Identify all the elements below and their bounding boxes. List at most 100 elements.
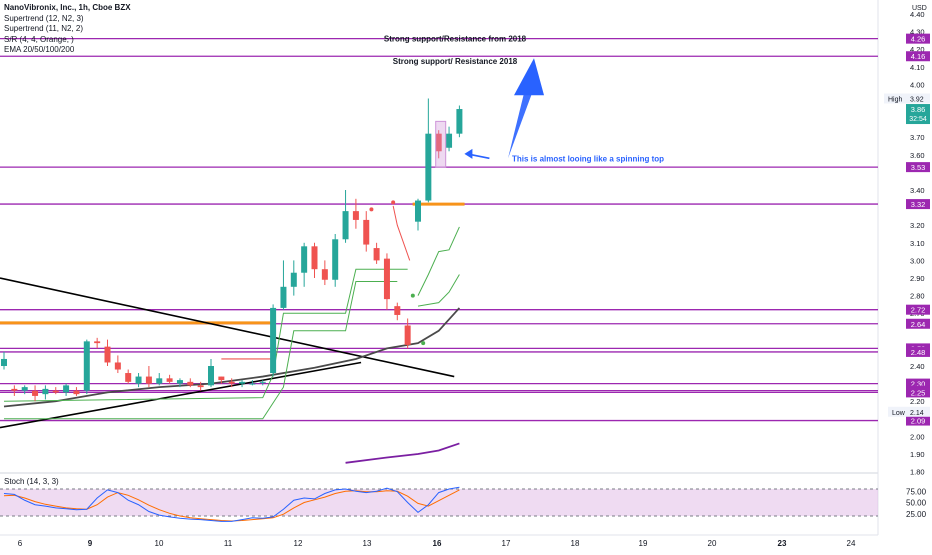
price-tick-label: 1.80 bbox=[910, 468, 925, 477]
candle-body bbox=[135, 376, 142, 384]
time-tick-label: 11 bbox=[224, 539, 233, 548]
time-tick-label: 24 bbox=[847, 539, 856, 548]
level-tag bbox=[906, 199, 930, 210]
time-tick-label: 20 bbox=[708, 539, 717, 548]
price-tick-label: 4.00 bbox=[910, 80, 925, 89]
time-tick-label: 13 bbox=[363, 539, 372, 548]
price-tick-label: 2.00 bbox=[910, 432, 925, 441]
stoch-tick-label: 25.00 bbox=[906, 510, 927, 519]
level-tag-label: 2.48 bbox=[911, 348, 926, 357]
time-tick-label: 16 bbox=[433, 539, 442, 548]
supertrend-line bbox=[417, 226, 460, 296]
supertrend-red-line bbox=[392, 205, 411, 261]
candle-body bbox=[373, 248, 380, 261]
supertrend-flip-dot bbox=[421, 341, 426, 346]
supertrend-line bbox=[417, 274, 460, 307]
low-tag-text: Low bbox=[892, 410, 906, 417]
trendline-up bbox=[0, 361, 362, 429]
time-tick-label: 9 bbox=[88, 539, 93, 548]
time-tick-label: 6 bbox=[18, 539, 23, 548]
price-tick-label: 3.70 bbox=[910, 133, 925, 142]
indicator-supertrend-2[interactable]: Supertrend (11, N2, 2) bbox=[4, 24, 84, 33]
candle-body bbox=[125, 373, 132, 382]
supertrend-line bbox=[3, 268, 408, 402]
time-tick-label: 18 bbox=[571, 539, 580, 548]
candle-body bbox=[311, 246, 318, 270]
high-tag-value: 3.92 bbox=[910, 96, 924, 103]
level-tag bbox=[906, 33, 930, 44]
price-tick-label: 3.40 bbox=[910, 186, 925, 195]
level-tag bbox=[906, 304, 930, 315]
level-tag-label: 4.26 bbox=[911, 35, 926, 44]
candle-body bbox=[32, 390, 39, 396]
chart-legend: NanoVibronix, Inc., 1h, Cboe BZX Supertr… bbox=[4, 3, 131, 56]
candle-body bbox=[156, 378, 163, 384]
high-tag-text: High bbox=[888, 96, 903, 103]
level-tag bbox=[906, 51, 930, 62]
plot-background bbox=[0, 0, 878, 550]
candle-body bbox=[166, 378, 173, 382]
small-arrow-head bbox=[464, 148, 473, 159]
candle-body bbox=[352, 211, 359, 220]
level-tag-label: 2.64 bbox=[911, 320, 926, 329]
candle-body bbox=[383, 258, 390, 300]
candle-body bbox=[321, 269, 328, 280]
stoch-k-line bbox=[3, 486, 460, 522]
candle-body bbox=[73, 390, 80, 395]
level-tag bbox=[906, 378, 930, 389]
level-tag-label: 3.53 bbox=[911, 163, 926, 172]
candle-body bbox=[187, 381, 194, 386]
last-price-countdown: 32:54 bbox=[909, 116, 927, 123]
candle-body bbox=[1, 358, 7, 366]
candle-body bbox=[456, 109, 463, 134]
candle-body bbox=[63, 385, 70, 393]
trendline-down bbox=[0, 277, 455, 378]
candle-body bbox=[114, 362, 121, 370]
level-tag-label: 2.09 bbox=[911, 417, 926, 426]
candle-body bbox=[270, 307, 277, 374]
ema-line bbox=[345, 442, 460, 464]
level-tag-label: 4.16 bbox=[911, 52, 926, 61]
candle-body bbox=[290, 272, 297, 287]
candle-body bbox=[342, 211, 349, 240]
level-tag-label: 3.32 bbox=[911, 200, 926, 209]
candle-body bbox=[208, 366, 214, 386]
time-tick-label: 19 bbox=[639, 539, 648, 548]
stoch-tick-label: 50.00 bbox=[906, 499, 927, 508]
candle-body bbox=[104, 346, 111, 363]
candle-body bbox=[249, 383, 256, 385]
level-tag bbox=[906, 162, 930, 173]
stoch-band bbox=[0, 489, 878, 516]
price-tick-label: 2.80 bbox=[910, 292, 925, 301]
level-tag bbox=[906, 318, 930, 329]
last-price-value: 3.86 bbox=[911, 105, 926, 114]
indicator-ema[interactable]: EMA 20/50/100/200 bbox=[4, 45, 75, 54]
last-price-tag bbox=[906, 104, 930, 125]
symbol-title: NanoVibronix, Inc., 1h, Cboe BZX bbox=[4, 3, 131, 12]
indicator-supertrend-1[interactable]: Supertrend (12, N2, 3) bbox=[4, 13, 84, 23]
candle-body bbox=[145, 376, 152, 384]
high-tag bbox=[884, 93, 930, 104]
price-tick-label: 3.10 bbox=[910, 239, 925, 248]
supertrend-line bbox=[4, 281, 398, 420]
candle-body bbox=[394, 306, 401, 315]
price-tick-label: 1.90 bbox=[910, 450, 925, 459]
price-tick-label: 4.30 bbox=[910, 28, 925, 37]
blue-arrow-shaft bbox=[508, 93, 532, 159]
price-tick-label: 3.20 bbox=[910, 221, 925, 230]
candle-body bbox=[176, 380, 183, 384]
level-tag bbox=[906, 346, 930, 357]
candle-body bbox=[425, 133, 432, 201]
time-tick-label: 23 bbox=[778, 539, 787, 548]
price-tick-label: 3.60 bbox=[910, 151, 925, 160]
low-tag bbox=[888, 406, 930, 417]
candle-body bbox=[218, 376, 225, 381]
time-tick-label: 17 bbox=[502, 539, 511, 548]
stoch-label: Stoch (14, 3, 3) bbox=[4, 477, 59, 486]
supertrend-flip-dot bbox=[410, 293, 415, 298]
time-tick-label: 10 bbox=[155, 539, 164, 548]
supertrend-flip-dot bbox=[369, 207, 374, 212]
indicator-sr[interactable]: S/R (4, 4, Orange, ) bbox=[4, 34, 74, 44]
